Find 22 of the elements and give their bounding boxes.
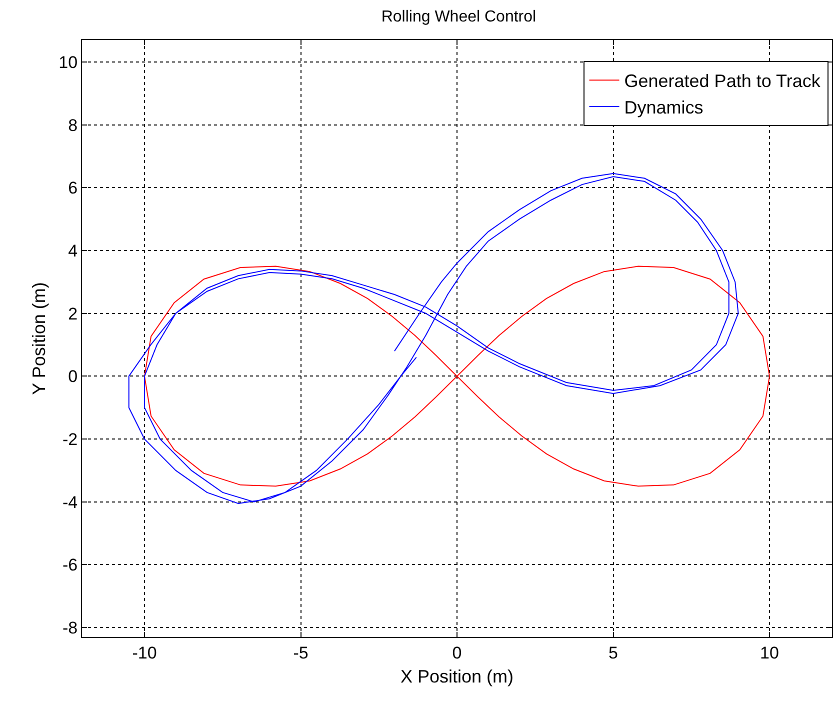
y-tick-label: 0 [68, 367, 78, 386]
line-series [144, 266, 770, 487]
y-tick-label: -2 [62, 430, 78, 449]
y-tick-label: -4 [62, 492, 78, 512]
chart-title: Rolling Wheel Control [381, 8, 536, 26]
y-tick-label: 8 [68, 116, 78, 135]
x-tick-label: 10 [760, 643, 779, 662]
x-tick-label: -5 [293, 643, 308, 662]
y-tick-label: 2 [68, 304, 78, 324]
x-tick-label: 0 [452, 643, 462, 662]
line-series [128, 173, 739, 504]
y-axis-title: Y Position (m) [28, 282, 49, 395]
y-tick-label: 10 [58, 52, 78, 72]
x-tick-label: 5 [608, 643, 618, 662]
y-tick-label: 6 [68, 178, 78, 198]
y-tick-label: -6 [62, 556, 78, 575]
legend-label: Dynamics [624, 98, 704, 118]
x-tick-label: -10 [132, 643, 157, 662]
legend-label: Generated Path to Track [624, 71, 822, 92]
y-tick-label: 4 [68, 241, 78, 260]
y-tick-label: -8 [62, 618, 78, 638]
x-axis-title: X Position (m) [400, 666, 514, 686]
